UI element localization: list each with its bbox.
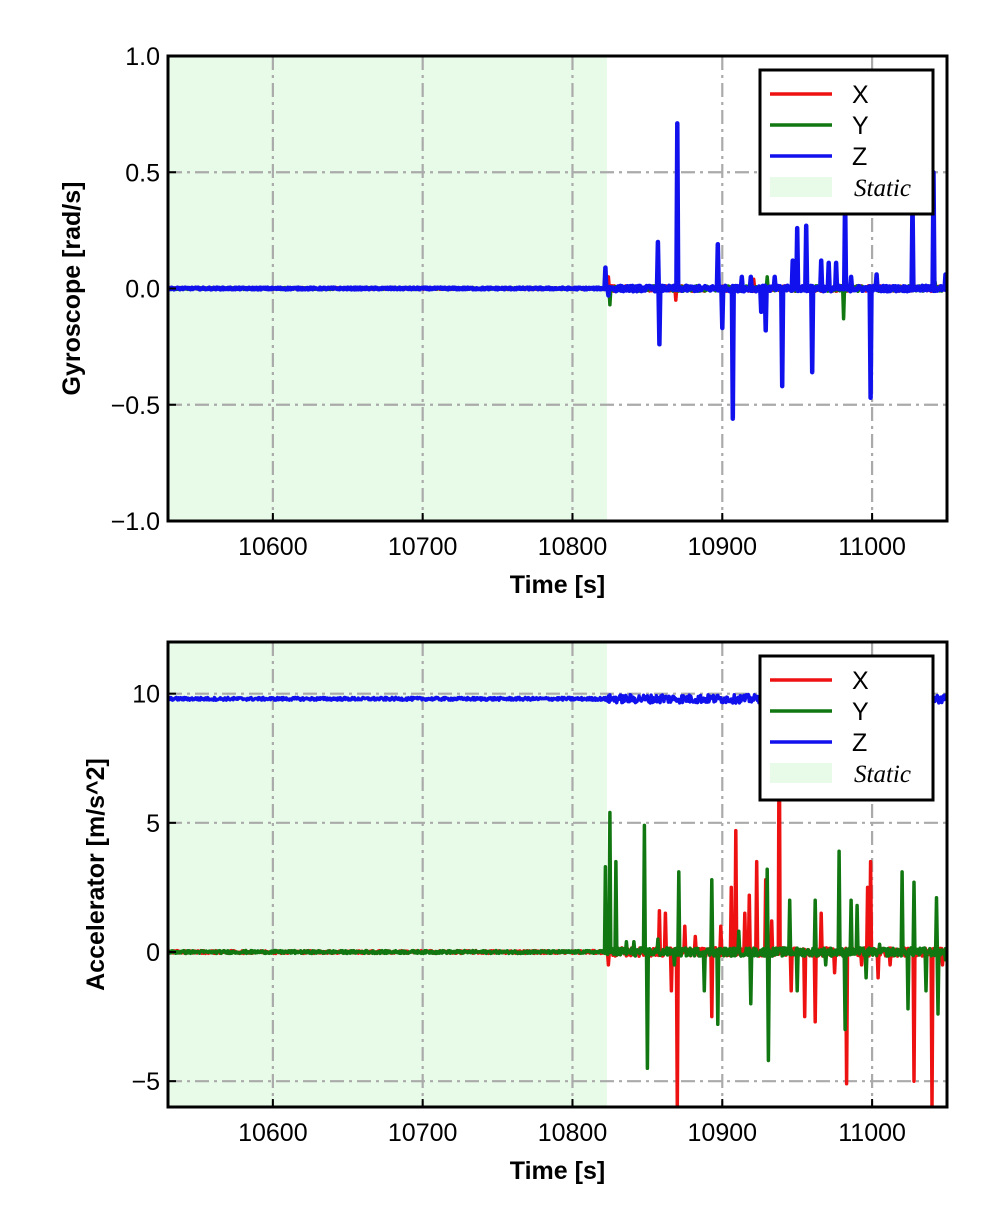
y-axis-label: Accelerator [m/s^2]: [82, 758, 110, 991]
x-tick-label: 11000: [838, 1119, 906, 1147]
y-tick-label: −0.5: [111, 392, 160, 420]
legend: XYZ Static: [758, 654, 935, 802]
series-line-y: [168, 810, 947, 1071]
y-axis-label: Gyroscope [rad/s]: [58, 182, 86, 396]
x-tick-label: 10800: [538, 1119, 608, 1147]
plot-frame: [166, 640, 949, 1109]
legend-label-z: Z: [852, 143, 867, 171]
static-region: [168, 642, 607, 1107]
x-tick-label: 10900: [688, 533, 758, 561]
chart-panel-2: 10600 10700 10800 10900 11000 −5 0 5 10 Time [s] A…: [82, 640, 949, 1185]
legend-label-y: Y: [852, 698, 869, 726]
legend: XYZ Static: [758, 68, 935, 216]
legend-label-static: Static: [854, 175, 911, 202]
x-tick-label: 10700: [388, 533, 458, 561]
x-tick-label: 10900: [688, 1119, 758, 1147]
x-axis-label: Time [s]: [510, 571, 605, 599]
y-tick-label: 0: [146, 939, 160, 967]
y-tick-label: 1.0: [125, 43, 160, 71]
y-tick-label: 0.5: [125, 159, 160, 187]
legend-swatch-static: [770, 177, 832, 197]
x-axis-label: Time [s]: [510, 1157, 605, 1185]
legend-label-y: Y: [852, 112, 869, 140]
x-tick-label: 10600: [238, 1119, 308, 1147]
legend-label-x: X: [852, 81, 869, 109]
x-tick-label: 10800: [538, 533, 608, 561]
y-tick-label: −1.0: [111, 508, 160, 536]
y-tick-label: 10: [132, 681, 160, 709]
legend-label-x: X: [852, 667, 869, 695]
x-tick-label: 10700: [388, 1119, 458, 1147]
y-tick-label: 5: [146, 810, 160, 838]
legend-label-static: Static: [854, 761, 911, 788]
series-line-z: [168, 121, 947, 421]
x-tick-label: 10600: [238, 533, 308, 561]
legend-swatch-static: [770, 763, 832, 783]
x-tick-label: 11000: [838, 533, 906, 561]
chart-panel-1: 10600 10700 10800 10900 11000 −1.0 −0.5 0.0 0.5 1…: [58, 43, 949, 599]
legend-label-z: Z: [852, 729, 867, 757]
y-tick-label: −5: [131, 1068, 160, 1096]
y-tick-label: 0.0: [125, 276, 160, 304]
